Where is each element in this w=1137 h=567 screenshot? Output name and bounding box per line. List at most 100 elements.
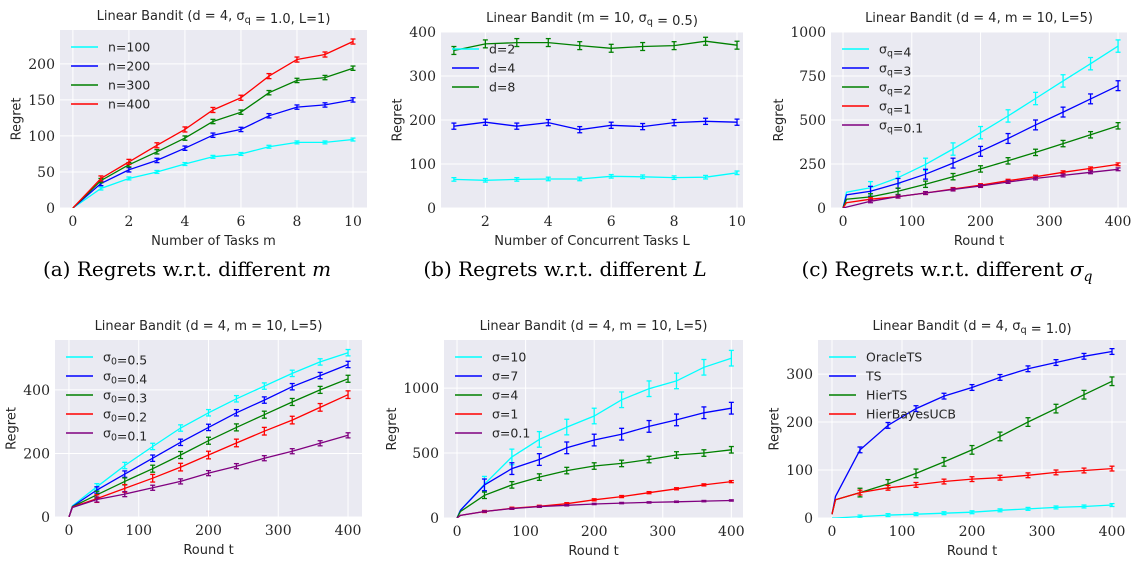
y-tick-label: 500	[412, 446, 439, 462]
x-tick-label: 200	[967, 214, 994, 230]
legend: σ0=0.5σ0=0.4σ0=0.3σ0=0.2σ0=0.1	[66, 350, 147, 444]
series-group	[842, 39, 1121, 208]
legend: σ=10 σ=7 σ=4 σ=1 σ=0.1	[455, 350, 530, 441]
legend-label: σ=10	[492, 350, 526, 365]
legend: OracleTS TS HierTS HierBayesUCB	[829, 350, 956, 422]
chart-panel-5: 0 100 200 300 400 0 500 1000 Linear Bandit (d = …	[385, 319, 745, 559]
legend-label: σ0=0.3	[103, 388, 147, 406]
x-tick-label: 100	[512, 524, 539, 540]
series-line-d2	[453, 172, 738, 181]
x-tick-label: 10	[344, 214, 362, 230]
series-line-_q1	[842, 163, 1119, 208]
y-tick-label: 200	[23, 446, 50, 462]
series-group	[68, 348, 351, 517]
legend-label: σ0=0.5	[103, 350, 147, 368]
legend-label: σq=0.1	[879, 118, 923, 136]
x-axis-label: Round t	[947, 544, 997, 559]
series-line-d4	[453, 120, 738, 131]
y-axis-label: Regret	[391, 99, 406, 142]
x-tick-label: 300	[1029, 524, 1056, 540]
chart-title: Linear Bandit (d = 4, m = 10, L=5)	[480, 319, 708, 334]
x-tick-label: 0	[828, 524, 837, 540]
x-tick-label: 0	[64, 523, 73, 539]
legend-label: HierBayesUCB	[866, 407, 956, 422]
legend-label: n=300	[108, 78, 150, 93]
series-line-4	[456, 449, 732, 518]
y-tick-label: 300	[409, 69, 436, 85]
x-tick-label: 100	[125, 523, 152, 539]
x-axis-label: Round t	[568, 544, 618, 559]
series-line-d8	[453, 40, 738, 52]
chart-title: Linear Bandit (d = 4, σq = 1.0)	[872, 319, 1071, 337]
y-tick-label: 1000	[403, 381, 439, 397]
x-tick-label: 400	[1105, 214, 1132, 230]
y-tick-label: 0	[46, 201, 55, 217]
x-axis-label: Round t	[954, 234, 1004, 249]
legend-label: σ=4	[492, 388, 518, 403]
x-tick-label: 4	[544, 214, 553, 230]
chart-panel-4: 0 100 200 300 400 0 200 400 Linear Bandit (d = 4…	[5, 319, 362, 558]
x-axis-label: Number of Concurrent Tasks L	[494, 234, 690, 249]
y-tick-label: 750	[799, 69, 826, 85]
y-tick-label: 300	[786, 367, 813, 383]
series-line-_q3	[842, 85, 1119, 208]
caption-a: (a) Regrets w.r.t. different m	[43, 257, 331, 281]
legend: σq=4σq=3σq=2σq=1σq=0.1	[842, 42, 923, 136]
legend-label: σq=2	[879, 80, 911, 98]
legend-label: HierTS	[866, 388, 907, 403]
series-line-_00.5	[68, 352, 349, 517]
caption-c: (c) Regrets w.r.t. different σq	[801, 257, 1092, 285]
caption-b: (b) Regrets w.r.t. different L	[423, 257, 706, 281]
y-axis-label: Regret	[385, 408, 400, 451]
y-tick-label: 0	[427, 201, 436, 217]
y-tick-label: 0	[41, 510, 50, 526]
y-axis-label: Regret	[772, 99, 787, 142]
series-line-0.1	[456, 499, 732, 518]
series-line-7	[456, 407, 732, 518]
x-tick-label: 400	[718, 524, 745, 540]
x-tick-label: 0	[453, 524, 462, 540]
x-tick-label: 300	[1036, 214, 1063, 230]
y-tick-label: 100	[28, 129, 55, 145]
legend: d=2 d=4 d=8	[452, 42, 515, 95]
x-tick-label: 100	[889, 524, 916, 540]
y-tick-label: 200	[786, 415, 813, 431]
x-tick-label: 400	[1099, 524, 1126, 540]
y-tick-label: 100	[786, 463, 813, 479]
x-tick-label: 100	[898, 214, 925, 230]
legend-label: σ0=0.4	[103, 369, 147, 387]
x-tick-label: 300	[649, 524, 676, 540]
legend-label: n=400	[108, 97, 150, 112]
x-tick-label: 300	[265, 523, 292, 539]
legend-label: σ0=0.1	[103, 426, 147, 444]
chart-title: Linear Bandit (m = 10, σq = 0.5)	[486, 11, 698, 29]
x-tick-label: 8	[670, 214, 679, 230]
y-tick-label: 100	[409, 157, 436, 173]
legend-label: σ=1	[492, 407, 518, 422]
x-tick-label: 8	[293, 214, 302, 230]
x-axis-label: Number of Tasks m	[151, 234, 276, 249]
legend-label: n=100	[108, 40, 150, 55]
plot-area	[444, 340, 743, 518]
x-axis-label: Round t	[183, 543, 233, 558]
series-group	[451, 36, 740, 183]
chart-panel-3: 0 100 200 300 400 0 250 500 750 1000 Linear Bandit…	[772, 11, 1131, 249]
legend-label: d=4	[489, 61, 515, 76]
series-line-_00.2	[68, 394, 349, 517]
x-tick-label: 400	[335, 523, 362, 539]
chart-title: Linear Bandit (d = 4, σq = 1.0, L=1)	[97, 9, 331, 27]
y-tick-label: 1000	[790, 25, 826, 41]
x-tick-label: 200	[581, 524, 608, 540]
y-tick-label: 250	[799, 157, 826, 173]
chart-panel-6: 0 100 200 300 400 0 100 200 300 Linear Bandit (d …	[768, 319, 1126, 559]
y-tick-label: 400	[23, 383, 50, 399]
series-line-TS	[831, 350, 1113, 515]
y-tick-label: 200	[28, 57, 55, 73]
y-tick-label: 0	[817, 201, 826, 217]
legend-label: σ0=0.2	[103, 407, 147, 425]
y-tick-label: 200	[409, 113, 436, 129]
y-axis-label: Regret	[5, 407, 20, 450]
legend-label: d=8	[489, 80, 515, 95]
